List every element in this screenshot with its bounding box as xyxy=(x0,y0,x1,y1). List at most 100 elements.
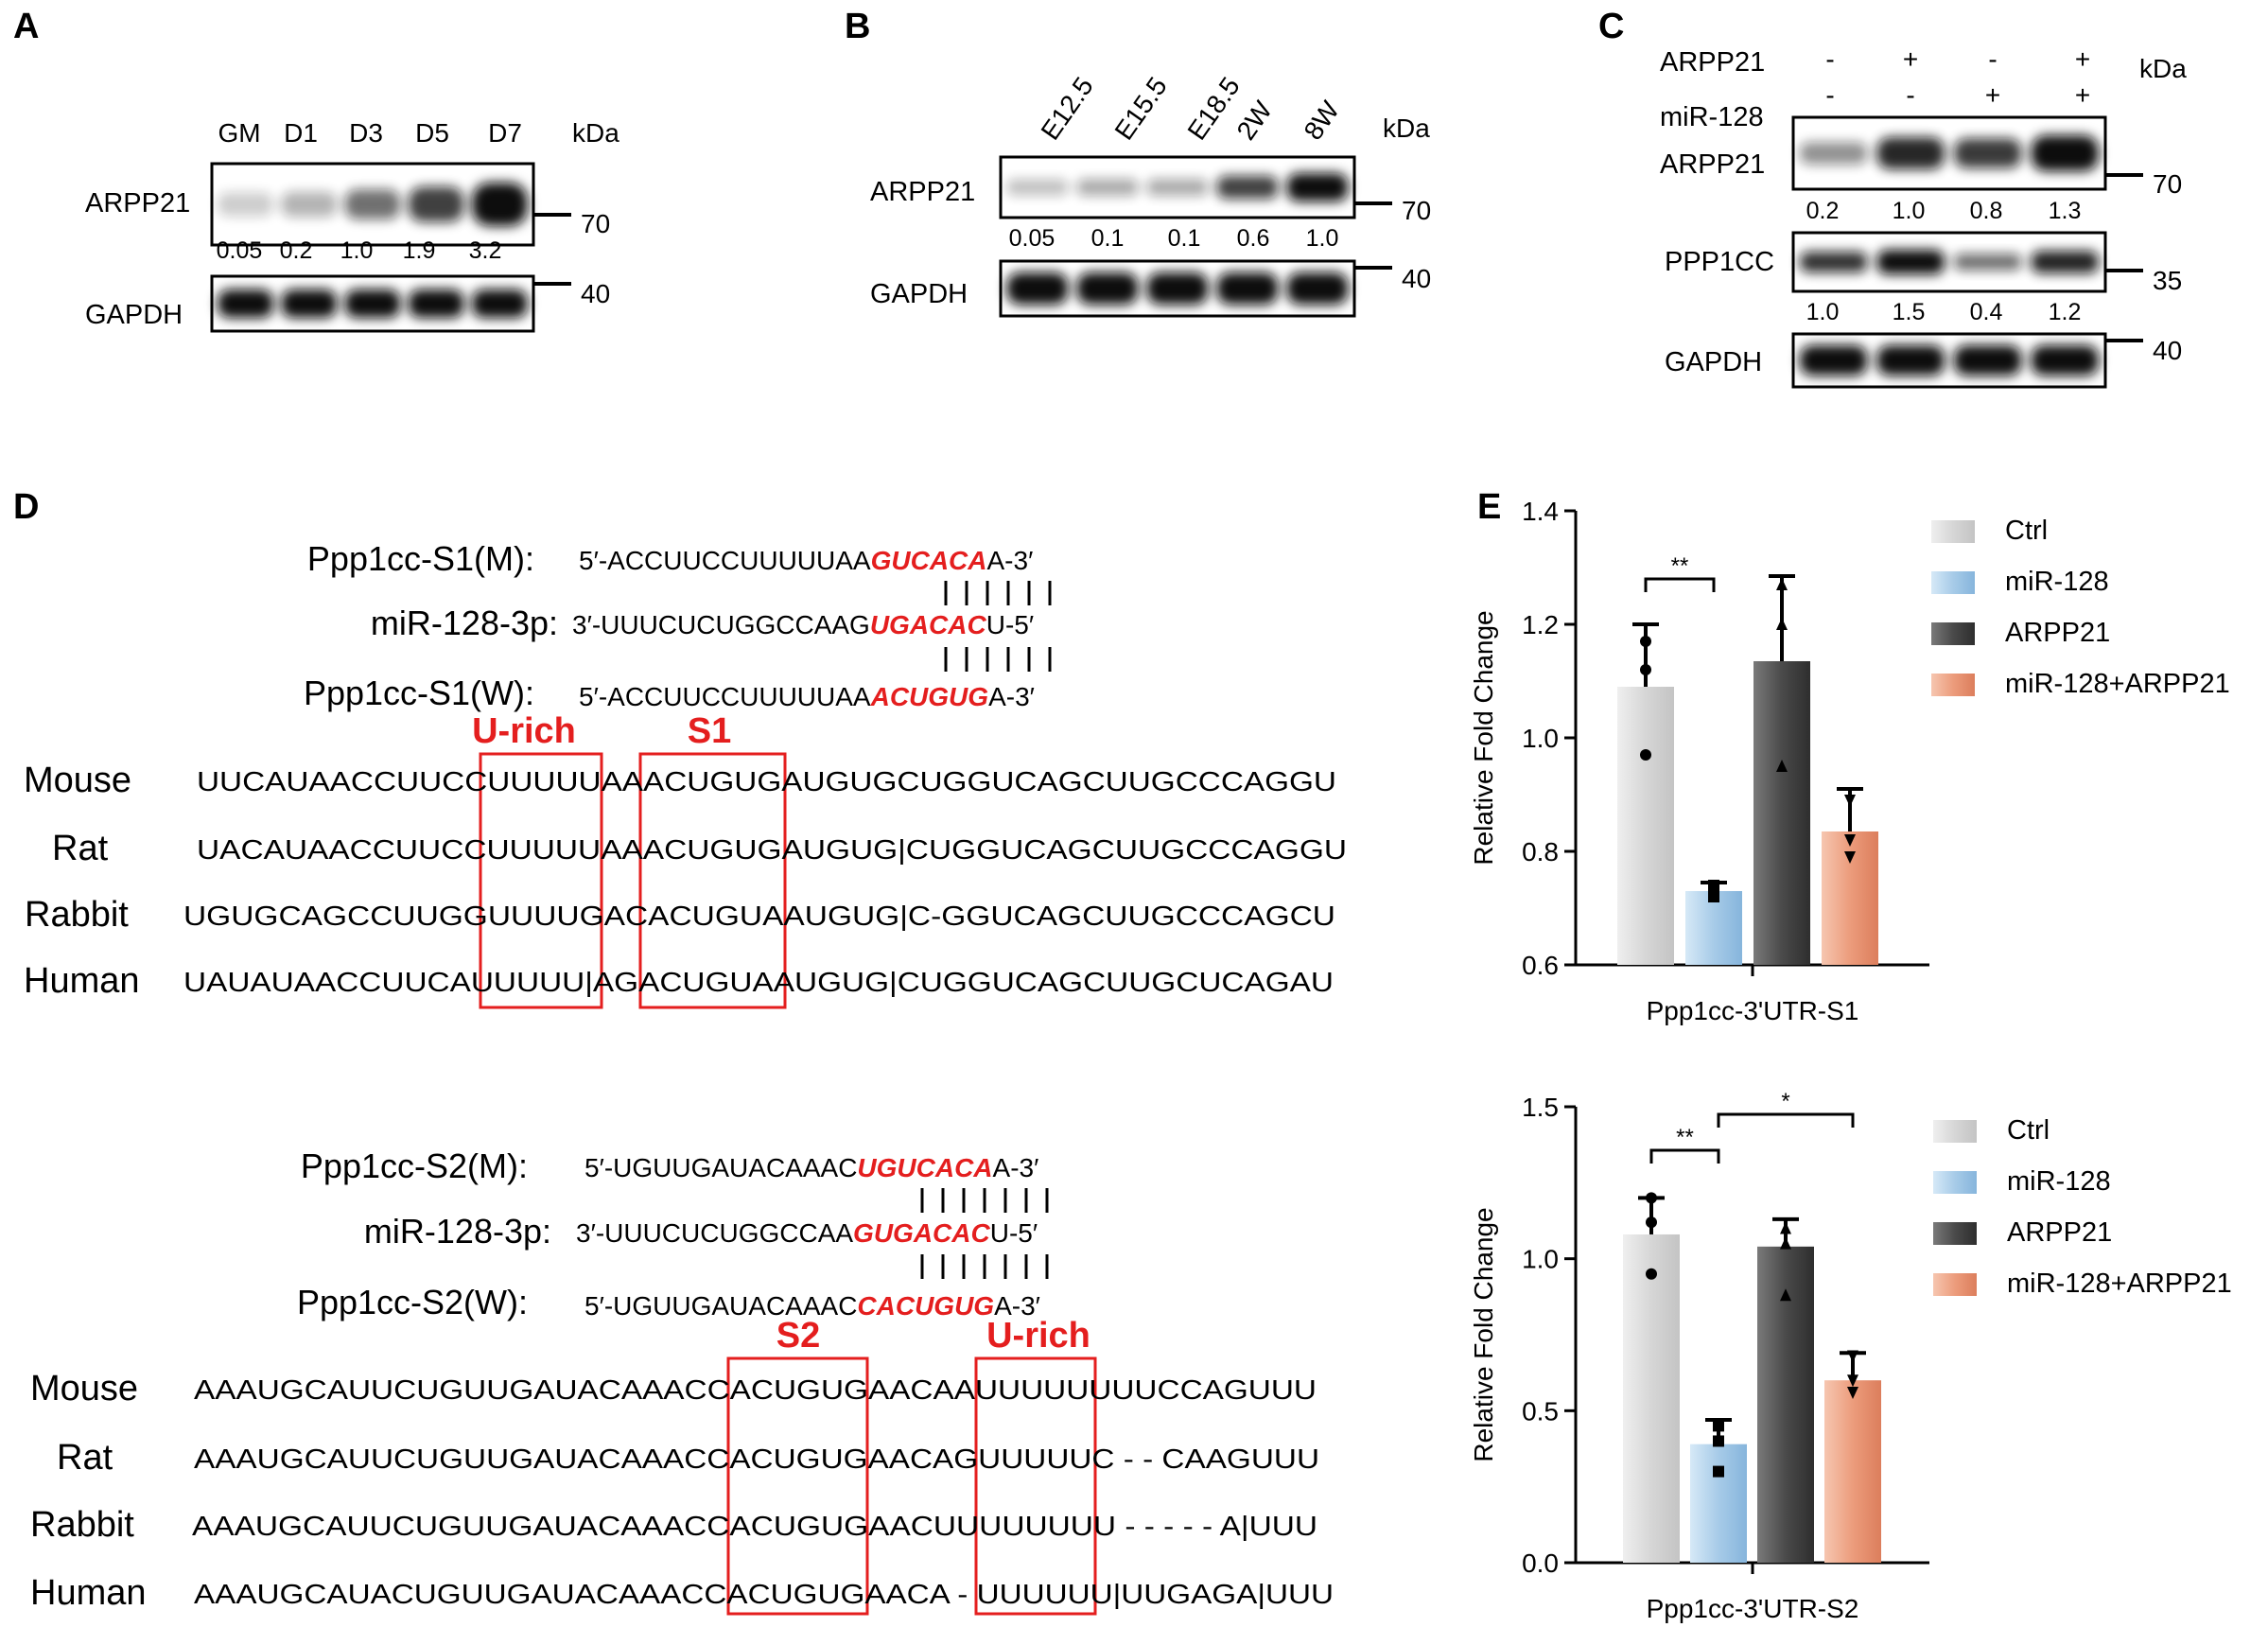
panel-d-letter: D xyxy=(13,487,39,527)
blot-row-label: GAPDH xyxy=(870,279,968,309)
seq-post: U-5′ xyxy=(990,1218,1038,1248)
species-name: Human xyxy=(24,961,140,1001)
bar xyxy=(1623,1234,1680,1563)
marker-label: 40 xyxy=(2153,336,2182,365)
data-point xyxy=(1646,1192,1657,1204)
legend-swatch xyxy=(1931,674,1975,696)
blot-band xyxy=(1286,272,1349,305)
bar xyxy=(1617,687,1674,965)
quant-value: 1.3 xyxy=(2049,198,2082,224)
blot-band xyxy=(1876,136,1945,170)
blot-band xyxy=(471,183,528,226)
panel-b-letter: B xyxy=(845,7,870,46)
s2-box xyxy=(726,1356,869,1616)
blot-band xyxy=(1146,272,1209,305)
species-seq: AAAUGCAUACUGUUGAUACAAACCACUGUGAACA - UUU… xyxy=(194,1580,1334,1610)
y-tick-label: 1.0 xyxy=(1522,1245,1559,1274)
seq-highlight: GUGACAC xyxy=(853,1218,990,1248)
species-name: Rat xyxy=(57,1438,113,1478)
seq-post: U-5′ xyxy=(986,610,1034,639)
lane-label: E12.5 xyxy=(1036,72,1099,146)
s2-pairing: Ppp1cc-S2(M): 5′-UGUUGAUACAAACUGUCACAA-3… xyxy=(297,1146,1049,1321)
data-point xyxy=(1847,1387,1858,1400)
seq-post: A-3′ xyxy=(988,682,1035,711)
species-name: Rabbit xyxy=(25,895,129,935)
quant-value: 3.2 xyxy=(469,237,502,264)
blot-band xyxy=(1953,138,2022,168)
seq-pre: 5′-ACCUUCCUUUUUAA xyxy=(579,546,871,575)
data-point xyxy=(1776,578,1788,590)
data-point xyxy=(1640,664,1651,675)
blot-band xyxy=(1876,345,1945,376)
quant-value: 0.8 xyxy=(1970,198,2003,224)
s2-mirna-label: miR-128-3p: xyxy=(364,1212,551,1251)
blot-band xyxy=(1876,250,1945,274)
blot-row-label: ARPP21 xyxy=(1660,149,1765,180)
quant-value: 1.0 xyxy=(1806,299,1840,325)
data-point xyxy=(1646,1216,1657,1229)
legend-label: Ctrl xyxy=(2005,516,2048,546)
data-point xyxy=(1780,1288,1791,1302)
seq-highlight: UGACAC xyxy=(870,610,987,639)
quant-value: 0.05 xyxy=(217,237,263,264)
seq-pre: 5′-UGUUGAUACAAAC xyxy=(584,1291,857,1321)
seq-pre: 5′-ACCUUCCUUUUUAA xyxy=(579,682,871,711)
box-label-urich: U-rich xyxy=(472,711,576,751)
marker-label: 40 xyxy=(1402,264,1431,293)
y-tick-label: 0.6 xyxy=(1522,951,1559,980)
seq-highlight: CACUGUG xyxy=(857,1291,994,1321)
data-point xyxy=(1780,1221,1791,1234)
lane-label: D1 xyxy=(284,118,318,148)
blot-band xyxy=(218,289,274,318)
legend-swatch xyxy=(1933,1171,1977,1194)
species-name: Mouse xyxy=(24,761,131,800)
s2-wild-seq: 5′-UGUUGAUACAAACCACUGUGA-3′ xyxy=(584,1291,1040,1321)
seq-pre: 5′-UGUUGAUACAAAC xyxy=(584,1153,857,1182)
seq-pre: 3′-UUUCUCUGGCCAAG xyxy=(572,610,870,639)
treatment-label: miR-128 xyxy=(1660,102,1764,132)
lane-label: E18.5 xyxy=(1182,72,1246,146)
blot-row-label: PPP1CC xyxy=(1665,247,1774,277)
species-seq: UACAUAACCUUCCUUUUUAAACUGUGAUGUG|CUGGUCAG… xyxy=(197,835,1347,866)
data-point xyxy=(1847,1374,1858,1388)
bar xyxy=(1824,1380,1881,1563)
species-seq: AAAUGCAUUCUGUUGAUACAAACCACUGUGAACUUUUUUU… xyxy=(192,1512,1317,1542)
data-point xyxy=(1640,749,1651,761)
blot-band xyxy=(1953,345,2022,376)
kda-label: kDa xyxy=(2139,54,2187,83)
sign: - xyxy=(1906,80,1914,110)
s1-box xyxy=(638,752,787,1009)
sign: + xyxy=(2075,44,2090,74)
marker-label: 35 xyxy=(2153,266,2182,295)
sign: + xyxy=(1985,80,2000,110)
legend-label: miR-128+ARPP21 xyxy=(2005,669,2230,699)
blot-band xyxy=(1006,179,1069,196)
significance-label: ** xyxy=(1676,1125,1694,1150)
sign: - xyxy=(1825,44,1834,74)
species-seq: UUCAUAACCUUCCUUUUUAAACUGUGAUGUGCUGGUCAGC… xyxy=(197,767,1336,797)
blot-band xyxy=(1006,272,1069,305)
legend-swatch xyxy=(1933,1273,1977,1296)
data-point xyxy=(1708,891,1719,902)
pairing-bars xyxy=(944,647,1052,672)
s1-pairing: Ppp1cc-S1(M): 5′-ACCUUCCUUUUUAAGUCACAA-3… xyxy=(304,539,1052,712)
panel-b-lane-labels: E12.5 E15.5 E18.5 2W 8W xyxy=(1036,72,1346,146)
s2-wild-label: Ppp1cc-S2(W): xyxy=(297,1283,528,1321)
data-point xyxy=(1780,1236,1791,1250)
quant-value: 0.1 xyxy=(1168,225,1201,252)
lane-label: 8W xyxy=(1299,96,1346,146)
quant-value: 0.1 xyxy=(1091,225,1125,252)
panel-c-letter-visible: C xyxy=(1598,7,1624,46)
data-point xyxy=(1844,795,1856,807)
blot-bands xyxy=(218,289,528,318)
sign: + xyxy=(1903,44,1918,74)
species-name: Mouse xyxy=(30,1369,138,1409)
legend-label: miR-128+ARPP21 xyxy=(2007,1269,2232,1299)
significance-bracket xyxy=(1644,577,1716,592)
data-point xyxy=(1713,1435,1724,1447)
legend-swatch xyxy=(1931,571,1975,594)
blot-band xyxy=(281,289,338,318)
sign: - xyxy=(1988,44,1997,74)
box-label-s2: S2 xyxy=(776,1316,820,1356)
panel-e-letter: E xyxy=(1477,487,1501,527)
